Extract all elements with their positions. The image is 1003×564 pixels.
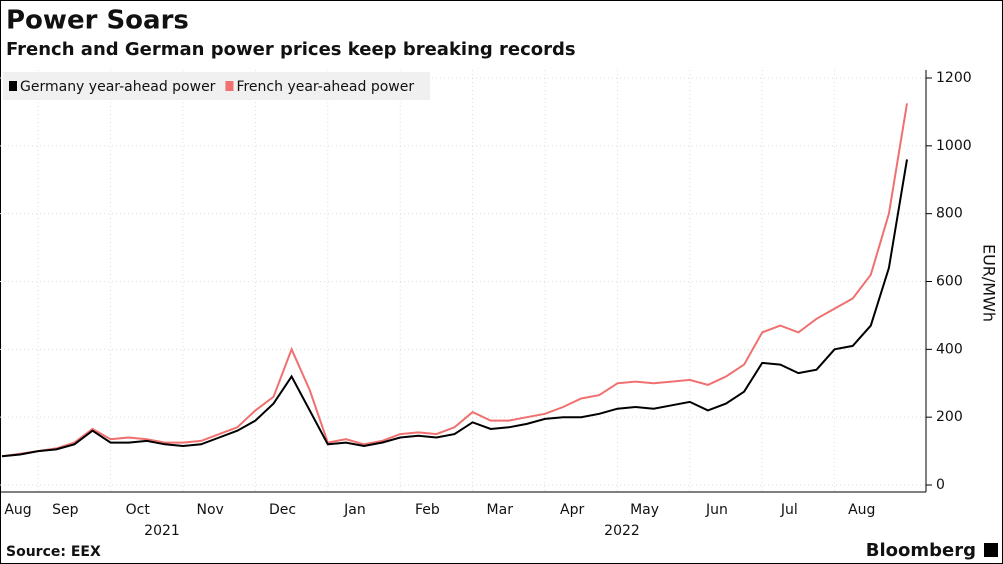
x-tick-label: Sep [52, 502, 79, 518]
line-series [1, 103, 908, 458]
legend-bg [3, 72, 430, 100]
x-year-label: 2021 [144, 523, 180, 539]
x-tick-label: Jun [705, 502, 728, 518]
y-tick-label: 0 [936, 477, 945, 493]
source: Source: EEX [6, 544, 101, 560]
y-axis-label: EUR/MWh [980, 244, 999, 322]
legend-swatch [225, 81, 234, 91]
x-tick-label: Oct [126, 502, 151, 518]
brand-icon [984, 543, 998, 557]
x-tick-label: Jan [343, 502, 366, 518]
line-series [1, 159, 908, 458]
brand: Bloomberg [866, 540, 976, 561]
x-tick-label: Dec [269, 502, 296, 518]
y-tick-label: 1000 [936, 138, 972, 154]
x-tick-label: Aug [848, 502, 875, 518]
y-tick-label: 600 [936, 274, 963, 290]
y-tick-label: 200 [936, 409, 963, 425]
y-tick-label: 800 [936, 206, 963, 222]
chart-subtitle: French and German power prices keep brea… [6, 39, 576, 60]
legend-swatch [9, 81, 17, 91]
y-tick-label: 400 [936, 341, 963, 357]
x-year-label: 2022 [604, 523, 640, 539]
x-tick-label: Feb [415, 502, 440, 518]
x-tick-label: Nov [196, 502, 223, 518]
x-tick-label: Aug [4, 502, 31, 518]
legend-label: Germany year-ahead power [20, 79, 216, 95]
chart-title: Power Soars [6, 6, 189, 36]
x-tick-label: May [630, 502, 659, 518]
x-tick-label: Apr [560, 502, 584, 518]
x-tick-label: Jul [780, 502, 798, 518]
y-tick-label: 1200 [936, 70, 972, 86]
x-tick-label: Mar [487, 502, 514, 518]
legend-label: French year-ahead power [236, 79, 414, 95]
